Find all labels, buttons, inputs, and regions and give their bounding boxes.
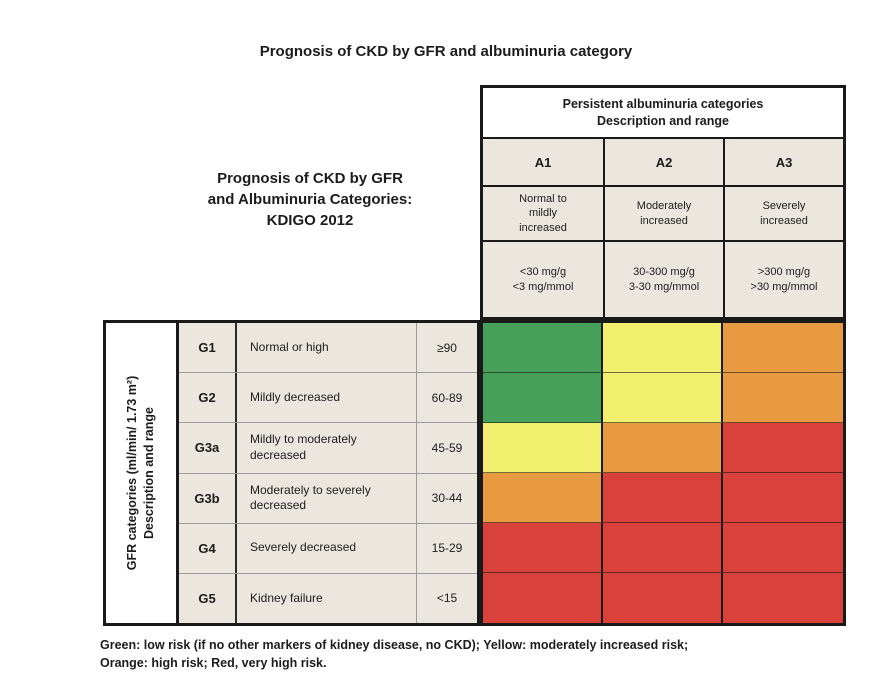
- albuminuria-code-a1: A1: [534, 154, 552, 170]
- risk-cell-g4-a2: [603, 523, 723, 573]
- range-line: 3-30 mg/mmol: [628, 280, 700, 293]
- gfr-description: Mildly decreased: [237, 373, 417, 423]
- gfr-code: G3a: [179, 423, 237, 473]
- albuminuria-header-line1: Persistent albuminuria categories: [562, 96, 764, 111]
- risk-cell-g3b-a1: [483, 473, 603, 523]
- table-row-g1: G1 Normal or high ≥90: [179, 323, 477, 373]
- albuminuria-description-row: Normal to mildly increased Moderately in…: [483, 187, 843, 242]
- gfr-axis-label: GFR categories (ml/min/ 1.73 m²) Descrip…: [124, 323, 158, 623]
- risk-cell-g2-a1: [483, 373, 603, 423]
- risk-cell-g1-a1: [483, 323, 603, 373]
- gfr-code: G4: [179, 523, 237, 573]
- risk-cell-g2-a2: [603, 373, 723, 423]
- albuminuria-range-row: <30 mg/g <3 mg/mmol 30-300 mg/g 3-30 mg/…: [483, 242, 843, 317]
- left-caption-line3: KDIGO 2012: [266, 212, 354, 229]
- albuminuria-desc-a2: Moderately increased: [603, 187, 723, 240]
- risk-cell-g3b-a2: [603, 473, 723, 523]
- gfr-code: G5: [179, 573, 237, 624]
- albuminuria-range-a1: <30 mg/g <3 mg/mmol: [483, 242, 603, 317]
- risk-cell-g1-a3: [723, 323, 843, 373]
- gfr-axis-column: GFR categories (ml/min/ 1.73 m²) Descrip…: [106, 323, 179, 623]
- albuminuria-desc-a1: Normal to mildly increased: [519, 193, 567, 234]
- gfr-description: Moderately to severely decreased: [237, 473, 417, 523]
- gfr-description-text: Moderately to severely decreased: [250, 482, 371, 513]
- gfr-description: Kidney failure: [237, 573, 417, 624]
- gfr-description-text: Severely decreased: [250, 540, 357, 555]
- albuminuria-range-a3: >300 mg/g >30 mg/mmol: [723, 242, 843, 317]
- range-line: >30 mg/mmol: [750, 280, 818, 293]
- gfr-description-text: Kidney failure: [250, 590, 323, 605]
- risk-cell-g2-a3: [723, 373, 843, 423]
- albuminuria-header: Persistent albuminuria categories Descri…: [483, 88, 843, 139]
- left-caption-line1: Prognosis of CKD by GFR: [217, 170, 403, 187]
- gfr-description-text: Normal or high: [250, 339, 329, 354]
- gfr-code: G3b: [179, 473, 237, 523]
- risk-cell-g5-a3: [723, 573, 843, 623]
- table-row-g5: G5 Kidney failure <15: [179, 572, 477, 624]
- risk-cell-g5-a2: [603, 573, 723, 623]
- gfr-axis-line2: Description and range: [142, 407, 156, 539]
- gfr-description: Normal or high: [237, 323, 417, 373]
- gfr-range: 45-59: [431, 440, 463, 455]
- gfr-description-text: Mildly decreased: [250, 389, 341, 404]
- risk-cell-g5-a1: [483, 573, 603, 623]
- albuminuria-code-a2: A2: [603, 139, 723, 185]
- range-line: <3 mg/mmol: [512, 280, 574, 293]
- gfr-range: 60-89: [431, 390, 463, 405]
- risk-cell-g3b-a3: [723, 473, 843, 523]
- gfr-code: G2: [179, 373, 237, 423]
- gfr-description: Mildly to moderately decreased: [237, 423, 417, 473]
- gfr-rows: G1 Normal or high ≥90 G2 Mildly decrease…: [179, 323, 477, 624]
- range-line: 30-300 mg/g: [633, 265, 695, 278]
- legend-footnote: Green: low risk (if no other markers of …: [100, 636, 820, 672]
- table-row-g3b: G3b Moderately to severely decreased 30-…: [179, 472, 477, 523]
- albuminuria-header-box: Persistent albuminuria categories Descri…: [480, 85, 846, 320]
- risk-cell-g4-a1: [483, 523, 603, 573]
- risk-cell-g1-a2: [603, 323, 723, 373]
- table-row-g2: G2 Mildly decreased 60-89: [179, 372, 477, 423]
- albuminuria-code-a3: A3: [723, 139, 843, 185]
- risk-cell-g3a-a2: [603, 423, 723, 473]
- gfr-axis-line1: GFR categories (ml/min/ 1.73 m²): [125, 375, 140, 571]
- table-row-g3a: G3a Mildly to moderately decreased 45-59: [179, 422, 477, 473]
- albuminuria-desc-a3: Severely increased: [723, 187, 843, 240]
- gfr-category-table: GFR categories (ml/min/ 1.73 m²) Descrip…: [103, 320, 480, 626]
- table-row-g4: G4 Severely decreased 15-29: [179, 522, 477, 573]
- gfr-range: ≥90: [437, 340, 457, 355]
- range-line: <30 mg/g: [519, 265, 567, 278]
- gfr-range: <15: [436, 591, 458, 606]
- range-line: >300 mg/g: [757, 265, 811, 278]
- gfr-description: Severely decreased: [237, 523, 417, 573]
- risk-cell-g3a-a3: [723, 423, 843, 473]
- gfr-range: 30-44: [431, 491, 463, 506]
- gfr-range: 15-29: [431, 541, 463, 556]
- gfr-description-text: Mildly to moderately decreased: [250, 432, 357, 462]
- legend-footnote-line2: Orange: high risk; Red, very high risk.: [100, 656, 327, 671]
- left-caption: Prognosis of CKD by GFR and Albuminuria …: [130, 168, 490, 231]
- albuminuria-header-line2: Description and range: [597, 113, 729, 128]
- risk-heatmap-grid: [480, 320, 846, 626]
- left-caption-line2: and Albuminuria Categories:: [207, 191, 413, 208]
- albuminuria-code-row: A1 A2 A3: [483, 139, 843, 187]
- risk-cell-g4-a3: [723, 523, 843, 573]
- albuminuria-range-a2: 30-300 mg/g 3-30 mg/mmol: [603, 242, 723, 317]
- legend-footnote-line1: Green: low risk (if no other markers of …: [100, 638, 689, 652]
- page-title: Prognosis of CKD by GFR and albuminuria …: [259, 43, 633, 60]
- gfr-code: G1: [179, 323, 237, 373]
- risk-cell-g3a-a1: [483, 423, 603, 473]
